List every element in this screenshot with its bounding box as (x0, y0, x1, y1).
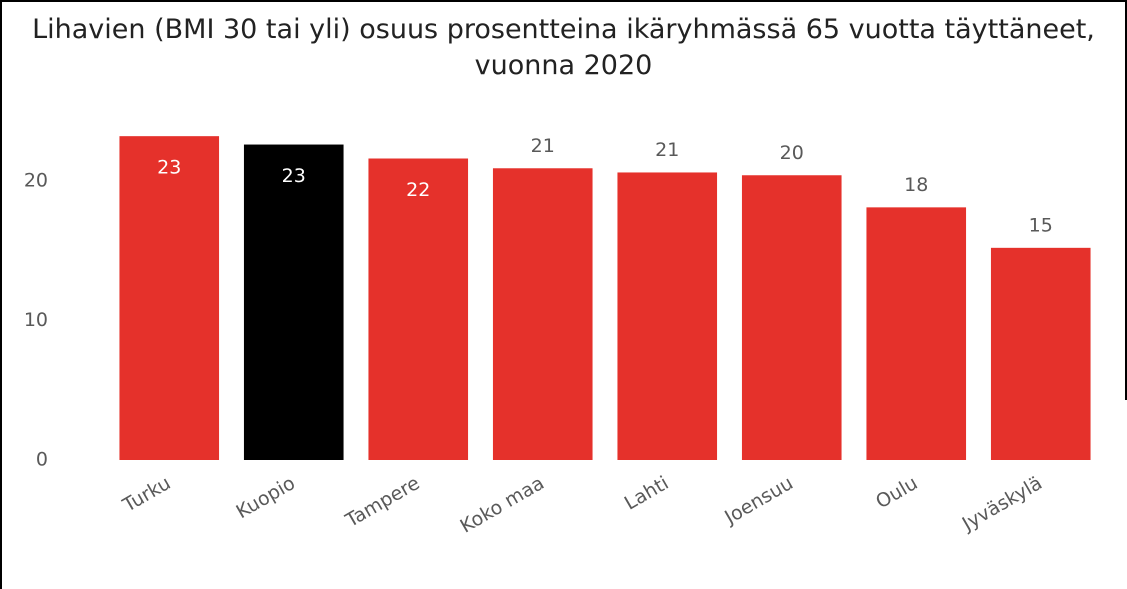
bar (741, 175, 842, 460)
bar (866, 207, 967, 460)
x-tick-label: Joensuu (720, 472, 797, 529)
x-tick-label: Koko maa (457, 472, 548, 538)
chart-title: Lihavien (BMI 30 tai yli) osuus prosentt… (32, 14, 1095, 81)
data-label: 23 (282, 165, 306, 187)
bar (243, 144, 344, 460)
data-label: 18 (904, 174, 928, 196)
data-label: 15 (1029, 214, 1053, 236)
bar (492, 168, 593, 461)
bar (617, 172, 718, 461)
x-tick-label: Jyväskylä (958, 472, 1046, 536)
x-tick-label: Kuopio (232, 472, 299, 523)
y-tick-label: 0 (36, 449, 48, 471)
data-label: 20 (780, 142, 804, 164)
data-label: 23 (157, 157, 181, 179)
bar (990, 247, 1091, 460)
data-label: 21 (531, 135, 555, 157)
data-label: 21 (655, 139, 679, 161)
x-tick-label: Turku (118, 472, 174, 517)
y-tick-label: 10 (24, 309, 48, 331)
bar (119, 136, 220, 460)
x-tick-label: Lahti (621, 472, 673, 515)
x-tick-label: Tampere (341, 472, 423, 532)
data-label: 22 (406, 179, 430, 201)
bar (368, 158, 469, 460)
x-tick-label: Oulu (872, 472, 921, 513)
y-tick-label: 20 (24, 169, 48, 191)
